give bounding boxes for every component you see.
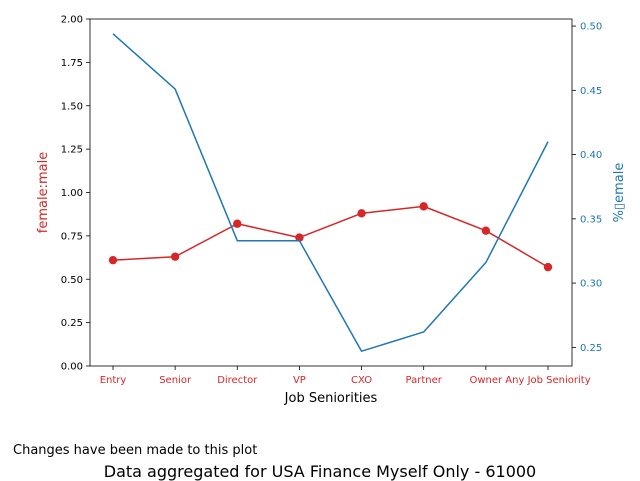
left-y-tick-label: 1.50 [61,101,83,112]
ratio-series-point [357,209,366,218]
x-tick-label: Entry [100,375,127,386]
x-tick-label: Director [217,375,258,386]
right-y-tick-label: 0.25 [580,343,602,354]
percent-series-line [112,33,549,352]
left-y-tick-label: 1.75 [61,58,83,69]
x-tick-label: VP [293,375,306,386]
ratio-series-point [481,226,491,235]
x-axis-label: Job Seniorities [284,391,378,406]
ratio-series-point [295,233,304,242]
ratio-series-point [419,202,428,211]
left-y-tick-label: 0.50 [61,275,83,286]
x-tick-label: Any Job Seniority [505,375,590,386]
x-tick-label: CXO [351,375,372,386]
left-y-axis-label: female:male [36,152,51,233]
plot-frame [89,18,573,367]
right-y-tick-label: 0.40 [580,150,602,161]
right-y-tick-label: 0.50 [580,22,602,33]
ratio-series-point [170,252,180,261]
right-y-axis-label: %▯emale [612,163,627,223]
ratio-series-point [543,262,553,272]
left-y-tick-label: 2.00 [61,15,83,26]
left-y-tick-label: 1.25 [61,145,83,156]
x-tick-label: Owner [470,375,504,386]
ratio-series-point [108,255,118,265]
plot-note: Changes have been made to this plot [13,443,258,458]
footer-caption: Data aggregated for USA Finance Myself O… [103,462,537,481]
left-y-tick-label: 0.00 [61,362,83,373]
left-y-tick-label: 1.00 [61,188,83,199]
x-tick-label: Senior [159,375,192,386]
ratio-series-line [112,205,549,268]
right-y-tick-label: 0.35 [580,214,602,225]
left-y-tick-label: 0.25 [61,318,83,329]
left-y-tick-label: 0.75 [61,231,83,242]
x-tick-label: Partner [406,375,443,386]
right-y-tick-label: 0.30 [580,279,602,290]
right-y-tick-label: 0.45 [580,86,602,97]
ratio-series-point [233,219,242,228]
